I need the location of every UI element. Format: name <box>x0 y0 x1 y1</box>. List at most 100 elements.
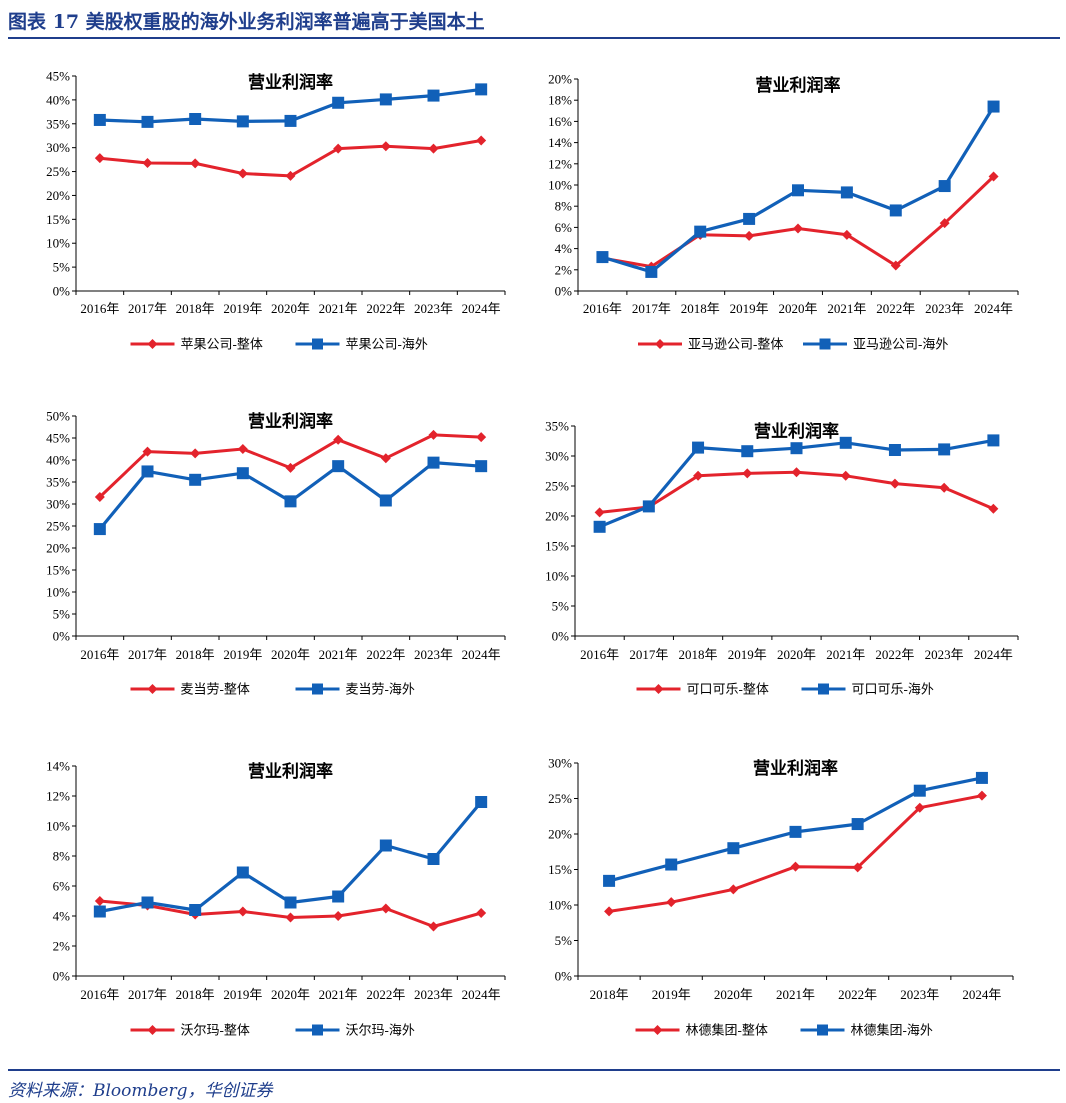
y-tick-label: 10% <box>548 178 572 193</box>
data-point-overseas <box>189 113 202 125</box>
legend-label: 沃尔玛-海外 <box>346 1023 415 1038</box>
x-tick-label: 2018年 <box>681 301 720 316</box>
data-point-overseas <box>189 473 202 486</box>
x-tick-label: 2017年 <box>629 647 668 662</box>
legend-label: 麦当劳-海外 <box>346 682 415 697</box>
data-point-overall <box>380 903 391 914</box>
legend-label: 亚马逊公司-海外 <box>853 337 948 352</box>
legend-marker <box>818 683 829 695</box>
data-point-overseas <box>790 442 803 455</box>
data-point-overseas <box>938 443 951 456</box>
data-point-overall <box>285 170 296 181</box>
data-point-overseas <box>727 842 740 855</box>
x-tick-label: 2024年 <box>462 301 501 316</box>
legend-label: 亚马逊公司-整体 <box>688 337 783 352</box>
legend-marker <box>817 1024 828 1036</box>
x-tick-label: 2019年 <box>652 987 691 1002</box>
x-tick-label: 2024年 <box>462 647 501 662</box>
data-point-overseas <box>379 93 392 106</box>
y-tick-label: 10% <box>548 898 572 913</box>
x-tick-label: 2020年 <box>777 647 816 662</box>
x-tick-label: 2020年 <box>271 987 310 1002</box>
data-point-overseas <box>475 460 488 473</box>
x-tick-label: 2020年 <box>271 301 310 316</box>
y-tick-label: 15% <box>46 212 70 227</box>
footer-divider <box>8 1069 1060 1071</box>
legend-label: 麦当劳-整体 <box>181 682 250 697</box>
x-tick-label: 2016年 <box>580 647 619 662</box>
data-point-overall <box>791 467 802 478</box>
y-tick-label: 12% <box>46 789 70 804</box>
data-point-overseas <box>93 113 106 126</box>
y-tick-label: 8% <box>53 849 71 864</box>
data-point-overall <box>793 223 803 234</box>
legend-marker <box>652 1025 663 1035</box>
chart-mcdonalds: 营业利润率 0% 5% 10% 15% 20% 25% 30% 35% 40% 45% 50% 2016… <box>10 400 540 705</box>
source-note: 资料来源：Bloomberg，华创证券 <box>8 1081 273 1101</box>
data-point-overall <box>594 507 605 518</box>
data-point-overall <box>142 446 153 457</box>
data-point-overall <box>976 790 987 801</box>
y-tick-label: 30% <box>548 756 572 771</box>
report-header: 图表 17 美股权重股的海外业务利润率普遍高于美国本土 <box>8 4 1060 39</box>
chart-title: 营业利润率 <box>248 411 333 431</box>
data-point-overall <box>939 218 950 229</box>
x-tick-label: 2019年 <box>728 647 767 662</box>
x-tick-label: 2024年 <box>962 987 1001 1002</box>
data-point-overseas <box>284 896 297 909</box>
y-tick-label: 5% <box>53 607 71 622</box>
data-point-overall <box>988 503 999 514</box>
x-tick-label: 2021年 <box>319 301 358 316</box>
y-tick-label: 2% <box>555 262 573 277</box>
legend-marker <box>312 683 323 695</box>
data-point-overall <box>476 908 487 918</box>
data-point-overall <box>790 861 801 872</box>
y-tick-label: 16% <box>548 114 572 129</box>
x-tick-label: 2022年 <box>366 647 405 662</box>
data-point-overseas <box>840 186 853 199</box>
data-point-overall <box>840 470 851 481</box>
data-point-overseas <box>93 905 106 918</box>
chart-cocacola: 营业利润率 0% 5% 10% 15% 20% 25% 30% 35% 2016年 2017年 201… <box>523 400 1053 705</box>
y-tick-label: 40% <box>46 453 70 468</box>
y-tick-label: 0% <box>53 284 71 299</box>
data-point-overseas <box>889 204 902 217</box>
chart-amazon: 营业利润率 0% 2% 4% 6% 8% 10% 12% 14% 16% 18% 20% 2016年 20… <box>523 60 1053 360</box>
x-tick-label: 2021年 <box>827 301 866 316</box>
data-point-overall <box>852 862 863 873</box>
chart-apple: 营业利润率 0% 5% 10% 15% 20% 25% 30% 35% 40% 45% 2016年 20… <box>10 60 540 360</box>
y-tick-label: 15% <box>545 539 569 554</box>
y-tick-label: 10% <box>46 236 70 251</box>
data-point-overall <box>285 912 296 923</box>
data-point-overseas <box>692 441 705 454</box>
y-tick-label: 6% <box>53 879 71 894</box>
data-point-overall <box>890 260 901 271</box>
y-tick-label: 30% <box>46 140 70 155</box>
y-tick-label: 6% <box>555 220 573 235</box>
data-point-overseas <box>332 460 345 473</box>
x-tick-label: 2016年 <box>80 647 119 662</box>
y-tick-label: 10% <box>545 569 569 584</box>
x-tick-label: 2018年 <box>176 647 215 662</box>
data-point-overall <box>380 453 391 464</box>
legend-marker <box>147 1025 158 1035</box>
chart-title: 营业利润率 <box>754 421 839 441</box>
x-tick-label: 2020年 <box>714 987 753 1002</box>
series-line-overall <box>608 794 983 913</box>
x-tick-label: 2018年 <box>176 301 215 316</box>
chart-svg: 营业利润率 0% 5% 10% 15% 20% 25% 30% 2018年 2019年 2020年 2… <box>548 756 1014 1038</box>
y-tick-label: 30% <box>545 449 569 464</box>
y-tick-label: 5% <box>552 599 570 614</box>
data-point-overseas <box>913 784 926 797</box>
x-tick-label: 2022年 <box>366 301 405 316</box>
data-point-overall <box>428 143 439 154</box>
data-point-overseas <box>987 100 1000 113</box>
data-point-overseas <box>332 96 345 109</box>
y-tick-label: 35% <box>545 419 569 434</box>
chart-title: 营业利润率 <box>248 72 333 92</box>
x-tick-label: 2018年 <box>590 987 629 1002</box>
data-point-overseas <box>975 771 988 784</box>
y-tick-label: 15% <box>548 862 572 877</box>
data-point-overseas <box>332 890 345 903</box>
y-tick-label: 5% <box>555 933 573 948</box>
